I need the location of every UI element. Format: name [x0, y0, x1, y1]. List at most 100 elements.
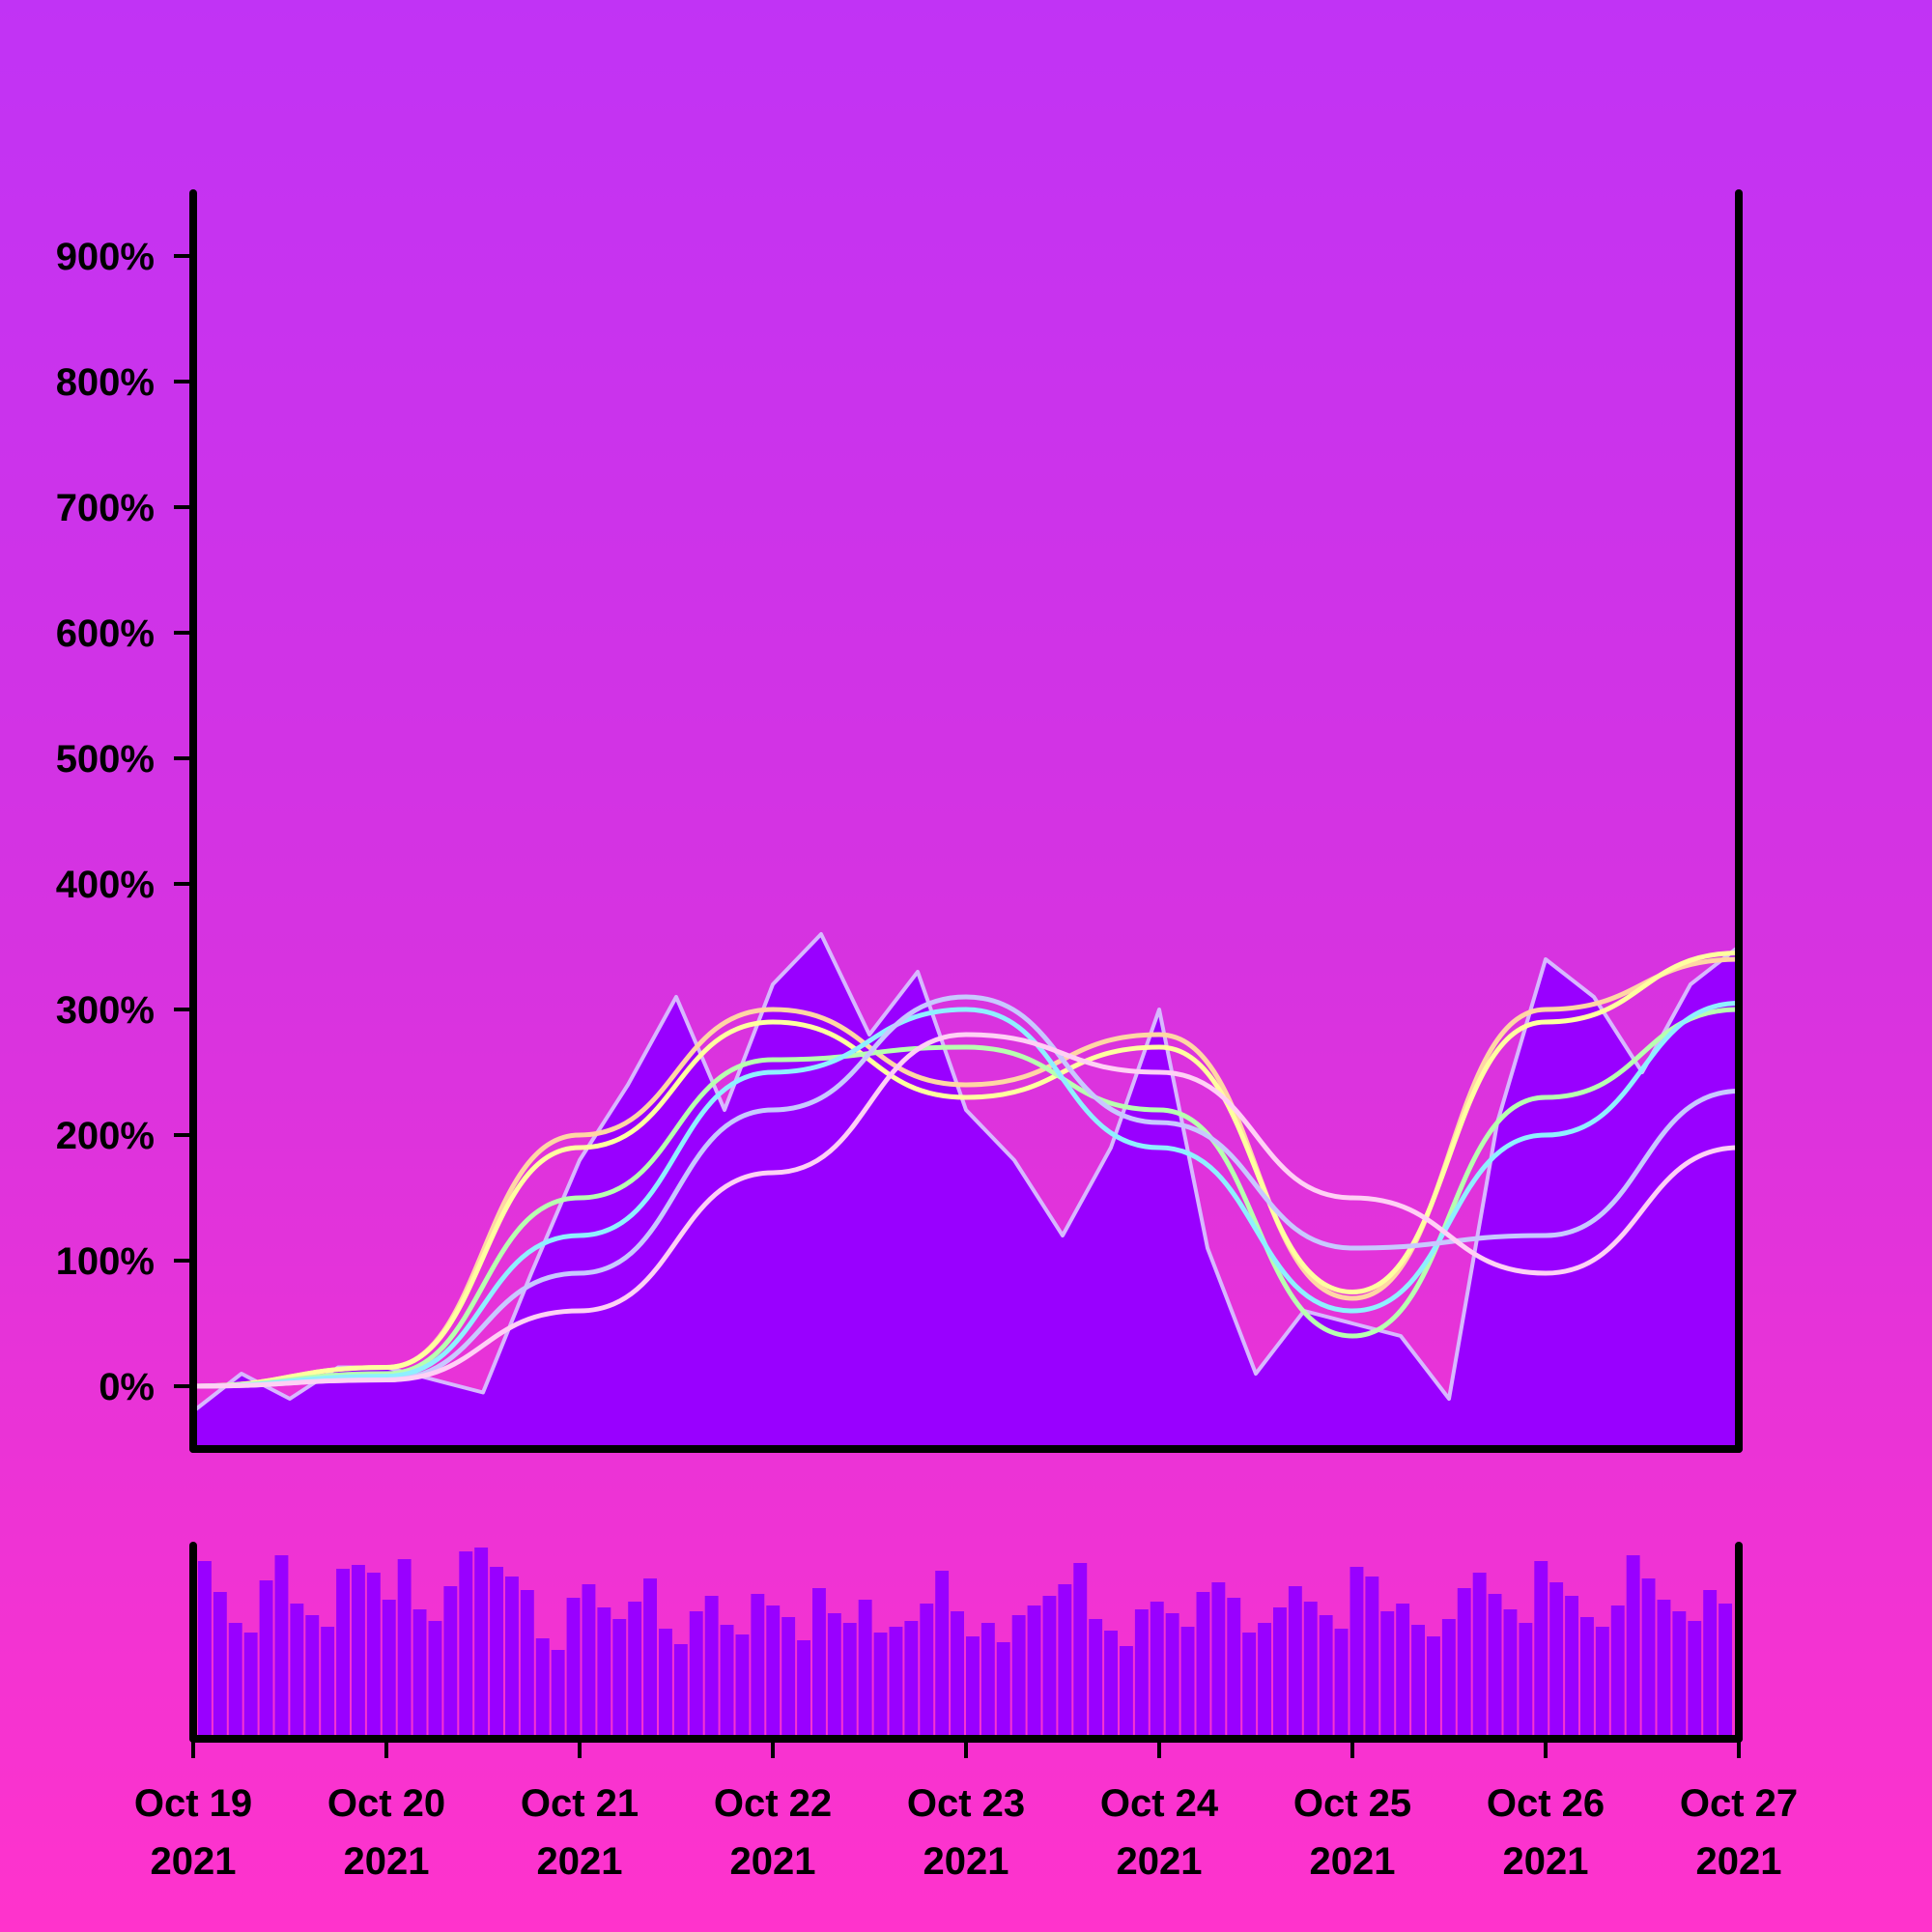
- volume-bar: [1227, 1598, 1241, 1739]
- y-tick-label: 200%: [56, 1115, 155, 1157]
- x-tick-label-date: Oct 21: [521, 1782, 639, 1825]
- volume-bar: [858, 1600, 872, 1739]
- x-tick-label-date: Oct 24: [1100, 1782, 1219, 1825]
- volume-bar: [259, 1580, 273, 1739]
- volume-bar: [1211, 1582, 1226, 1739]
- x-axis-ticks: Oct 19 2021 Oct 20 2021 Oct 21 2021 Oct 22 2021…: [134, 1739, 1798, 1883]
- moving-average-lines: [190, 951, 1742, 1389]
- volume-bar: [980, 1623, 995, 1739]
- volume-bar: [566, 1598, 581, 1739]
- volume-bar: [628, 1602, 642, 1739]
- volume-bar: [827, 1613, 841, 1739]
- x-tick-label-year: 2021: [1310, 1840, 1396, 1883]
- volume-bar: [1134, 1609, 1149, 1739]
- volume-bar: [996, 1642, 1010, 1739]
- volume-bar: [1672, 1611, 1687, 1739]
- volume-bar: [321, 1627, 335, 1739]
- volume-bar: [673, 1644, 688, 1739]
- volume-bar: [1457, 1588, 1471, 1739]
- volume-bar: [1549, 1582, 1564, 1739]
- volume-bar: [842, 1623, 857, 1739]
- x-tick-label-year: 2021: [730, 1840, 816, 1883]
- volume-bar: [1011, 1615, 1026, 1739]
- volume-bar: [1303, 1602, 1318, 1739]
- volume-bar: [1519, 1623, 1533, 1739]
- volume-bar: [889, 1627, 903, 1739]
- volume-bar: [1380, 1611, 1395, 1739]
- volume-bar: [1396, 1604, 1410, 1739]
- price-line-layer: [191, 932, 1741, 1413]
- volume-bar: [1058, 1584, 1072, 1739]
- volume-bar: [535, 1638, 550, 1739]
- volume-bar: [1073, 1563, 1088, 1739]
- volume-bar: [520, 1590, 534, 1739]
- volume-bar: [812, 1588, 826, 1739]
- volume-bar: [1365, 1577, 1379, 1739]
- volume-bar: [1580, 1617, 1594, 1739]
- volume-bar: [1104, 1631, 1118, 1739]
- volume-bar: [920, 1604, 934, 1739]
- x-tick-label-date: Oct 22: [714, 1782, 832, 1825]
- volume-bar: [1165, 1613, 1179, 1739]
- x-tick-label-year: 2021: [344, 1840, 430, 1883]
- x-tick-label-year: 2021: [1696, 1840, 1782, 1883]
- volume-bar: [551, 1650, 565, 1739]
- volume-bar: [412, 1609, 427, 1739]
- moving-average-line-4: [190, 1001, 1742, 1389]
- volume-bar: [659, 1629, 672, 1739]
- x-tick-label-year: 2021: [1117, 1840, 1203, 1883]
- y-tick-label: 500%: [56, 738, 155, 781]
- volume-bar: [290, 1604, 304, 1739]
- x-tick-label-year: 2021: [1503, 1840, 1589, 1883]
- volume-bar: [397, 1559, 412, 1739]
- y-tick-label: 100%: [56, 1240, 155, 1283]
- volume-bar: [1565, 1596, 1578, 1739]
- volume-bar: [1350, 1567, 1364, 1739]
- volume-bar: [781, 1617, 796, 1739]
- volume-bar: [1719, 1604, 1732, 1739]
- volume-bar: [1027, 1605, 1041, 1739]
- moving-average-line-6: [190, 1032, 1742, 1389]
- moving-average-line-5: [190, 994, 1742, 1389]
- volume-bar: [751, 1594, 765, 1739]
- y-tick-label: 0%: [99, 1366, 155, 1408]
- x-tick-label-date: Oct 19: [134, 1782, 252, 1825]
- y-tick-label: 300%: [56, 989, 155, 1032]
- volume-bar: [1703, 1590, 1718, 1739]
- volume-bar: [1042, 1596, 1057, 1739]
- volume-bar: [1089, 1619, 1103, 1739]
- volume-bar: [704, 1596, 719, 1739]
- volume-bar: [966, 1636, 980, 1739]
- y-tick-label: 900%: [56, 236, 155, 278]
- volume-bar: [1472, 1573, 1487, 1739]
- volume-bar: [1196, 1592, 1210, 1739]
- volume-bar: [1180, 1627, 1195, 1739]
- volume-bar: [243, 1633, 258, 1739]
- volume-bar: [352, 1565, 365, 1739]
- volume-bar: [1319, 1615, 1333, 1739]
- volume-bar: [1610, 1605, 1625, 1739]
- volume-bar: [935, 1571, 950, 1739]
- x-tick-label-year: 2021: [537, 1840, 623, 1883]
- volume-bar: [459, 1551, 473, 1739]
- moving-average-line-2: [190, 951, 1742, 1389]
- axes: [189, 189, 1743, 1743]
- volume-bar: [1150, 1602, 1164, 1739]
- price-line: [191, 932, 1741, 1413]
- y-tick-label: 700%: [56, 487, 155, 529]
- volume-bar: [213, 1592, 227, 1739]
- volume-bars: [198, 1548, 1732, 1739]
- volume-bar: [1288, 1586, 1302, 1739]
- volume-bar: [1534, 1561, 1548, 1739]
- x-tick-label-date: Oct 26: [1487, 1782, 1605, 1825]
- volume-bar: [1657, 1600, 1671, 1739]
- volume-bar: [1626, 1555, 1640, 1739]
- y-tick-label: 600%: [56, 612, 155, 655]
- x-tick-label-year: 2021: [151, 1840, 237, 1883]
- price-area-fill: [193, 934, 1739, 1449]
- y-tick-label: 800%: [56, 361, 155, 404]
- volume-bar: [1503, 1609, 1518, 1739]
- volume-bar: [689, 1611, 703, 1739]
- volume-bar: [1273, 1607, 1287, 1739]
